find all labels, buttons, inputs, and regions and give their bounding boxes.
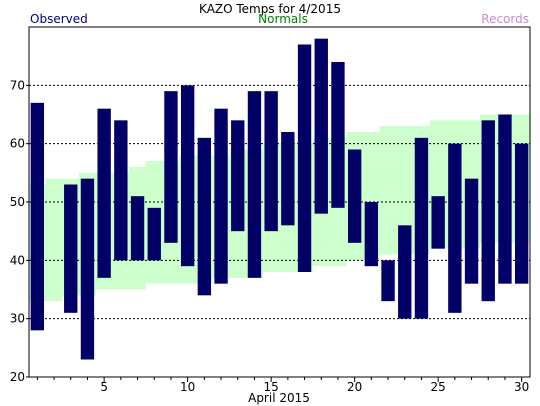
observed-bar [514,143,529,284]
observed-bar [147,207,161,261]
plot-area: 20 30 40 50 60 70 5 10 15 20 25 30 [10,26,531,394]
y-tick-label: 30 [10,312,25,326]
observed-bar [114,120,128,261]
observed-bar [448,143,462,313]
x-tick-label: 25 [431,380,446,394]
x-tick-label: 15 [264,380,279,394]
observed-bar [30,102,45,331]
observed-bar [347,149,362,243]
legend-observed: Observed [30,12,88,26]
y-tick-label: 70 [10,78,25,92]
observed-bar [264,91,278,232]
observed-bar [214,108,228,284]
observed-bar [481,120,495,302]
x-tick-label: 5 [100,380,108,394]
observed-bar [414,137,429,319]
legend-records: Records [481,12,529,26]
y-tick-label: 20 [10,370,25,384]
observed-bar [231,120,245,232]
observed-bar [281,132,295,226]
observed-bar [431,196,445,249]
observed-bar [364,202,379,267]
x-tick-label: 10 [180,380,195,394]
observed-bar [80,178,95,360]
y-tick-label: 60 [10,137,25,151]
observed-bar [381,260,395,302]
observed-bar [164,91,178,243]
x-axis-label: April 2015 [248,391,310,405]
x-tick-label: 30 [514,380,529,394]
y-tick-label: 40 [10,253,25,267]
observed-bar [464,178,479,284]
observed-bar [398,225,412,319]
chart-title: KAZO Temps for 4/2015 [199,2,341,16]
x-tick-label: 20 [347,380,362,394]
y-tick-label: 50 [10,195,25,209]
observed-bar [297,44,312,272]
observed-bar [180,85,195,267]
observed-bar [197,137,212,296]
observed-bar [130,196,145,261]
observed-bar [97,108,111,278]
observed-bar [314,38,328,214]
observed-bar [331,62,345,208]
observed-bar [64,184,78,313]
observed-bar [498,114,512,284]
observed-bar [247,91,262,278]
legend-normals: Normals [258,12,308,26]
